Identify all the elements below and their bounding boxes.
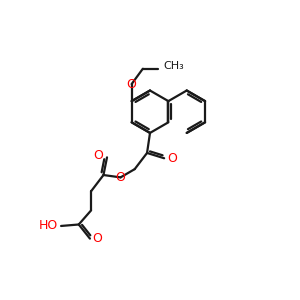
Text: HO: HO — [38, 220, 58, 232]
Text: O: O — [127, 77, 136, 91]
Text: O: O — [168, 152, 178, 165]
Text: O: O — [94, 148, 103, 161]
Text: CH₃: CH₃ — [164, 61, 184, 71]
Text: O: O — [115, 171, 125, 184]
Text: O: O — [92, 232, 102, 245]
